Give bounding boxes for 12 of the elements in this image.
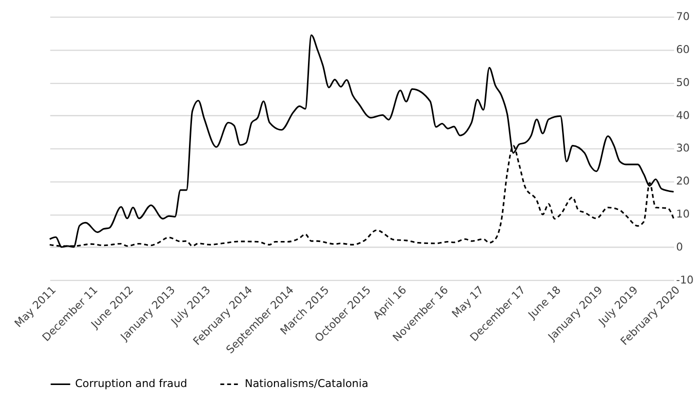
y-tick-label: 40 [676, 108, 690, 122]
y-tick-label: 20 [676, 174, 690, 188]
line-series [48, 34, 674, 248]
y-tick-label: 0 [676, 240, 684, 254]
y-tick-label: 70 [676, 10, 690, 24]
y-tick-label: 50 [676, 76, 690, 89]
legend-label: Nationalisms/Catalonia [244, 377, 368, 390]
legend-label: Corruption and fraud [75, 377, 188, 390]
y-tick-label: -10 [676, 273, 694, 286]
y-tick-label: 30 [676, 142, 690, 155]
y-tick-label: 60 [676, 43, 690, 56]
y-tick-label: 10 [676, 208, 690, 221]
